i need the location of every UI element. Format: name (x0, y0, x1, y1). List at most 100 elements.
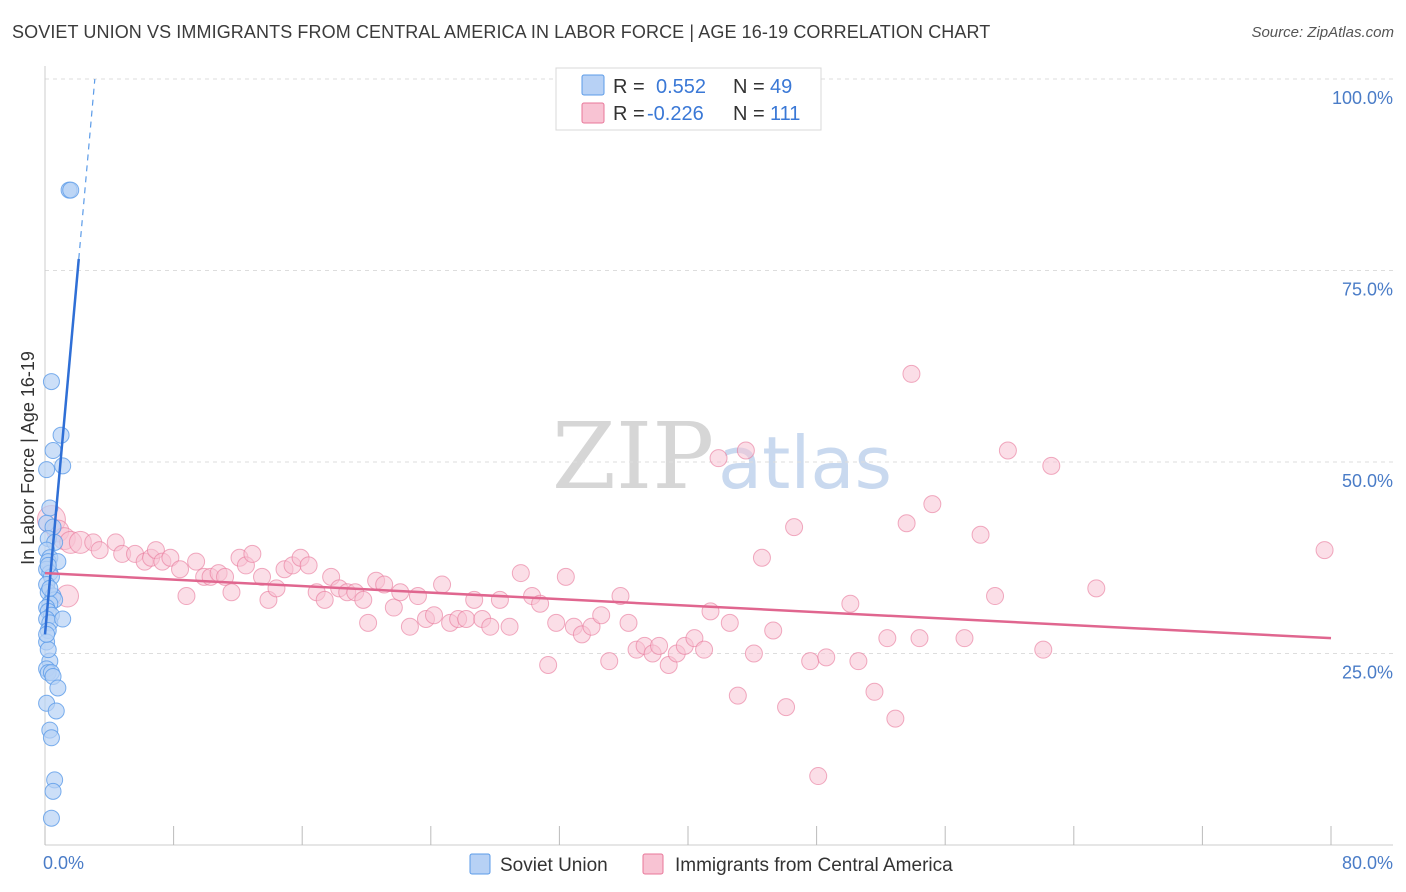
data-point-immigrants (511, 564, 530, 583)
data-point-immigrants (481, 617, 500, 636)
data-point-immigrants (801, 652, 820, 671)
data-point-immigrants (243, 544, 262, 563)
data-point-soviet-union (47, 702, 65, 720)
bottom-legend-swatch-immigrants (642, 853, 664, 875)
data-point-immigrants (408, 587, 427, 606)
data-point-soviet-union (42, 373, 60, 391)
watermark-zip: ZIP (552, 403, 714, 510)
trend-line-soviet-union (43, 258, 81, 635)
bottom-legend-label-soviet-union: Soviet Union (500, 855, 608, 876)
data-point-immigrants (910, 629, 929, 648)
x-axis-ticks: 0.0% 80.0% (43, 853, 1393, 873)
data-point-immigrants (817, 648, 836, 667)
data-point-immigrants (359, 613, 378, 632)
data-point-immigrants (177, 587, 196, 606)
data-point-immigrants (902, 364, 921, 383)
y-tick-label: 50.0% (1342, 471, 1393, 491)
data-point-immigrants (161, 548, 180, 567)
data-point-immigrants (1034, 640, 1053, 659)
data-point-immigrants (619, 613, 638, 632)
data-point-immigrants (720, 613, 739, 632)
data-point-soviet-union (42, 809, 60, 827)
data-point-immigrants (897, 514, 916, 533)
legend-box: R = 0.552 N = 49 R = -0.226 N = 111 (555, 67, 822, 131)
bottom-legend-label-immigrants: Immigrants from Central America (675, 855, 953, 876)
chart-title: SOVIET UNION VS IMMIGRANTS FROM CENTRAL … (12, 22, 991, 42)
data-point-immigrants (547, 613, 566, 632)
data-point-soviet-union (44, 782, 62, 800)
data-point-immigrants (695, 640, 714, 659)
legend-r-label: R = (613, 103, 645, 125)
data-point-immigrants (425, 606, 444, 625)
bottom-legend: Soviet Union Immigrants from Central Ame… (469, 853, 953, 876)
y-axis-ticks: 25.0% 50.0% 75.0% 100.0% (1332, 88, 1393, 683)
data-point-immigrants (752, 548, 771, 567)
data-point-immigrants (886, 709, 905, 728)
data-point-immigrants (90, 541, 109, 560)
legend-n-label: N = (733, 76, 765, 98)
source-label: Source: ZipAtlas.com (1251, 24, 1394, 41)
legend-swatch-soviet-union (581, 74, 605, 96)
data-point-immigrants (685, 629, 704, 648)
data-point-immigrants (865, 682, 884, 701)
y-axis-label: In Labor Force | Age 16-19 (18, 351, 38, 565)
data-point-soviet-union (54, 457, 72, 475)
data-point-immigrants (299, 556, 318, 575)
data-point-immigrants (709, 449, 728, 468)
data-point-immigrants (777, 698, 796, 717)
legend-r-value: 0.552 (656, 76, 706, 98)
watermark-atlas: atlas (718, 421, 892, 505)
data-point-immigrants (955, 629, 974, 648)
trend-line-immigrants (44, 571, 1332, 640)
data-point-immigrants (433, 575, 452, 594)
legend-r-value: -0.226 (647, 103, 704, 125)
data-point-immigrants (923, 495, 942, 514)
data-point-immigrants (736, 441, 755, 460)
data-point-soviet-union (44, 442, 62, 460)
trend-line-soviet-union-extension (78, 78, 96, 260)
data-point-immigrants (400, 617, 419, 636)
data-point-soviet-union (49, 679, 67, 697)
data-point-immigrants (187, 552, 206, 571)
data-point-immigrants (222, 583, 241, 602)
trend-lines (43, 78, 1332, 640)
data-point-immigrants (315, 590, 334, 609)
data-point-immigrants (650, 636, 669, 655)
data-point-immigrants (849, 652, 868, 671)
data-point-soviet-union (52, 426, 70, 444)
data-point-immigrants (998, 441, 1017, 460)
data-point-immigrants (253, 567, 272, 586)
legend-n-label: N = (733, 103, 765, 125)
data-point-immigrants (500, 617, 519, 636)
legend-r-label: R = (613, 76, 645, 98)
legend-n-value: 111 (770, 103, 800, 125)
y-tick-label: 25.0% (1342, 663, 1393, 683)
x-tick-label: 80.0% (1342, 853, 1393, 873)
data-point-immigrants (592, 606, 611, 625)
y-tick-label: 100.0% (1332, 88, 1393, 108)
data-point-soviet-union (42, 729, 60, 747)
x-tick-label: 0.0% (43, 853, 84, 873)
data-point-immigrants (841, 594, 860, 613)
data-point-soviet-union (39, 556, 57, 574)
y-tick-label: 75.0% (1342, 280, 1393, 300)
data-point-immigrants (809, 767, 828, 786)
legend-swatch-immigrants (581, 102, 605, 124)
axes (44, 66, 1393, 846)
data-point-soviet-union (62, 181, 80, 199)
data-point-soviet-union (39, 641, 57, 659)
data-point-immigrants (171, 560, 190, 579)
data-point-immigrants (267, 579, 286, 598)
data-point-immigrants (556, 567, 575, 586)
legend-n-value: 49 (770, 76, 792, 98)
data-point-immigrants (1087, 579, 1106, 598)
data-point-immigrants (582, 617, 601, 636)
data-point-immigrants (971, 525, 990, 544)
data-point-immigrants (785, 518, 804, 537)
data-point-immigrants (764, 621, 783, 640)
data-point-immigrants (878, 629, 897, 648)
data-point-immigrants (728, 686, 747, 705)
data-point-soviet-union (38, 461, 56, 479)
data-point-immigrants (539, 655, 558, 674)
